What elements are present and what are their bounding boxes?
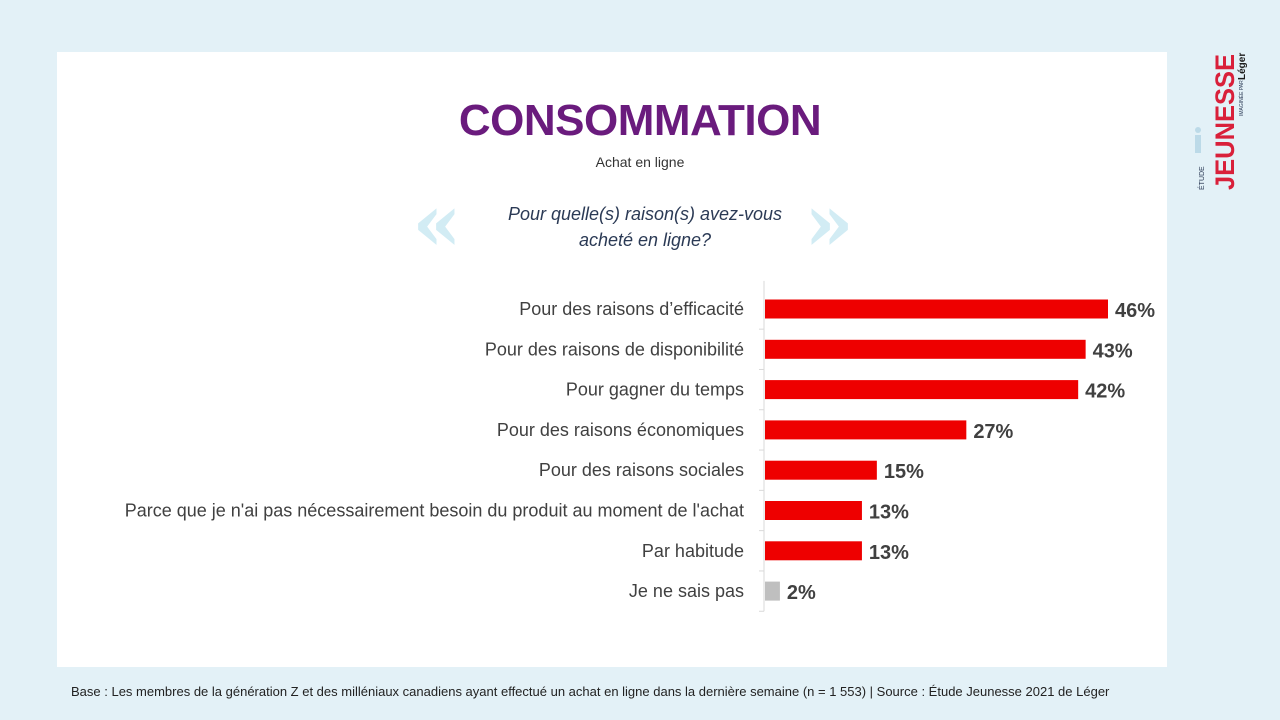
logo-line1: ÉTUDE (1197, 166, 1206, 190)
bar (765, 380, 1079, 400)
data-label: 13% (869, 502, 909, 524)
footnote: Base : Les membres de la génération Z et… (71, 684, 1110, 699)
open-quote-icon: « (412, 175, 462, 269)
data-label: 43% (1093, 340, 1133, 362)
logo-line2: JEUNESSE (1210, 54, 1240, 190)
content-panel (57, 52, 1167, 667)
bar (765, 460, 877, 480)
category-label: Parce que je n'ai pas nécessairement bes… (125, 501, 744, 521)
data-label: 13% (869, 542, 909, 564)
bar (765, 420, 967, 440)
category-label: Je ne sais pas (629, 581, 744, 601)
bar (765, 339, 1086, 359)
bar (765, 501, 862, 520)
data-label: 46% (1115, 300, 1155, 322)
etude-jeunesse-logo: ÉTUDE JEUNESSE IMAGINÉE PAR Léger (1195, 53, 1248, 190)
logo-brand: Léger (1237, 53, 1248, 80)
survey-question: Pour quelle(s) raison(s) avez-vous achet… (507, 204, 783, 250)
logo-figure-icon (1195, 127, 1201, 153)
category-label: Par habitude (642, 541, 744, 561)
category-label: Pour des raisons de disponibilité (485, 339, 744, 359)
data-label: 27% (973, 421, 1013, 443)
close-quote-icon: » (804, 175, 854, 269)
page-subtitle: Achat en ligne (595, 154, 685, 170)
category-label: Pour des raisons sociales (539, 460, 744, 480)
category-label: Pour des raisons d’efficacité (519, 299, 744, 319)
bar (765, 299, 1108, 319)
logo-line3: IMAGINÉE PAR (1238, 80, 1245, 116)
bar (765, 581, 780, 601)
page-title: CONSOMMATION (458, 96, 822, 145)
category-label: Pour des raisons économiques (497, 420, 744, 440)
data-label: 2% (787, 582, 816, 604)
category-label: Pour gagner du temps (566, 380, 744, 400)
bar (765, 541, 862, 561)
data-label: 42% (1085, 381, 1125, 403)
data-label: 15% (884, 461, 924, 483)
